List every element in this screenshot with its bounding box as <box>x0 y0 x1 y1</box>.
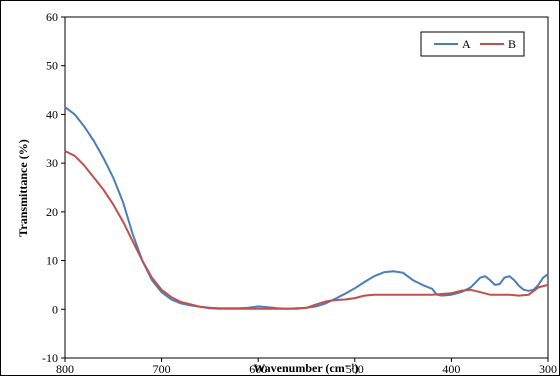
x-tick-label: 300 <box>539 362 557 376</box>
y-tick-label: 60 <box>46 10 58 24</box>
y-tick-label: 40 <box>46 107 58 121</box>
x-tick-label: 700 <box>153 362 171 376</box>
x-axis: 800 700 600 500 400 300 <box>56 358 557 376</box>
x-tick-label: 500 <box>346 362 364 376</box>
x-tick-label: 600 <box>249 362 267 376</box>
x-axis-title: Wavenumber (cm⁻¹) <box>253 361 358 375</box>
y-tick-label: 0 <box>52 302 58 316</box>
series-line-b <box>64 150 549 310</box>
legend-label-a: A <box>462 37 471 51</box>
plot-area <box>64 16 549 359</box>
series-lines <box>64 106 549 310</box>
series-line-a <box>64 106 549 310</box>
y-tick-label: -10 <box>42 351 58 365</box>
x-tick-label: 800 <box>56 362 74 376</box>
y-tick-label: 20 <box>46 205 58 219</box>
y-tick-label: 10 <box>46 254 58 268</box>
y-tick-label: 30 <box>46 156 58 170</box>
y-axis-title: Transmittance (%) <box>16 139 30 236</box>
y-tick-label: 50 <box>46 59 58 73</box>
legend-label-b: B <box>508 37 516 51</box>
x-tick-label: 400 <box>442 362 460 376</box>
y-axis: -10 0 10 20 30 40 50 60 <box>42 10 65 365</box>
legend: A B <box>420 31 525 57</box>
